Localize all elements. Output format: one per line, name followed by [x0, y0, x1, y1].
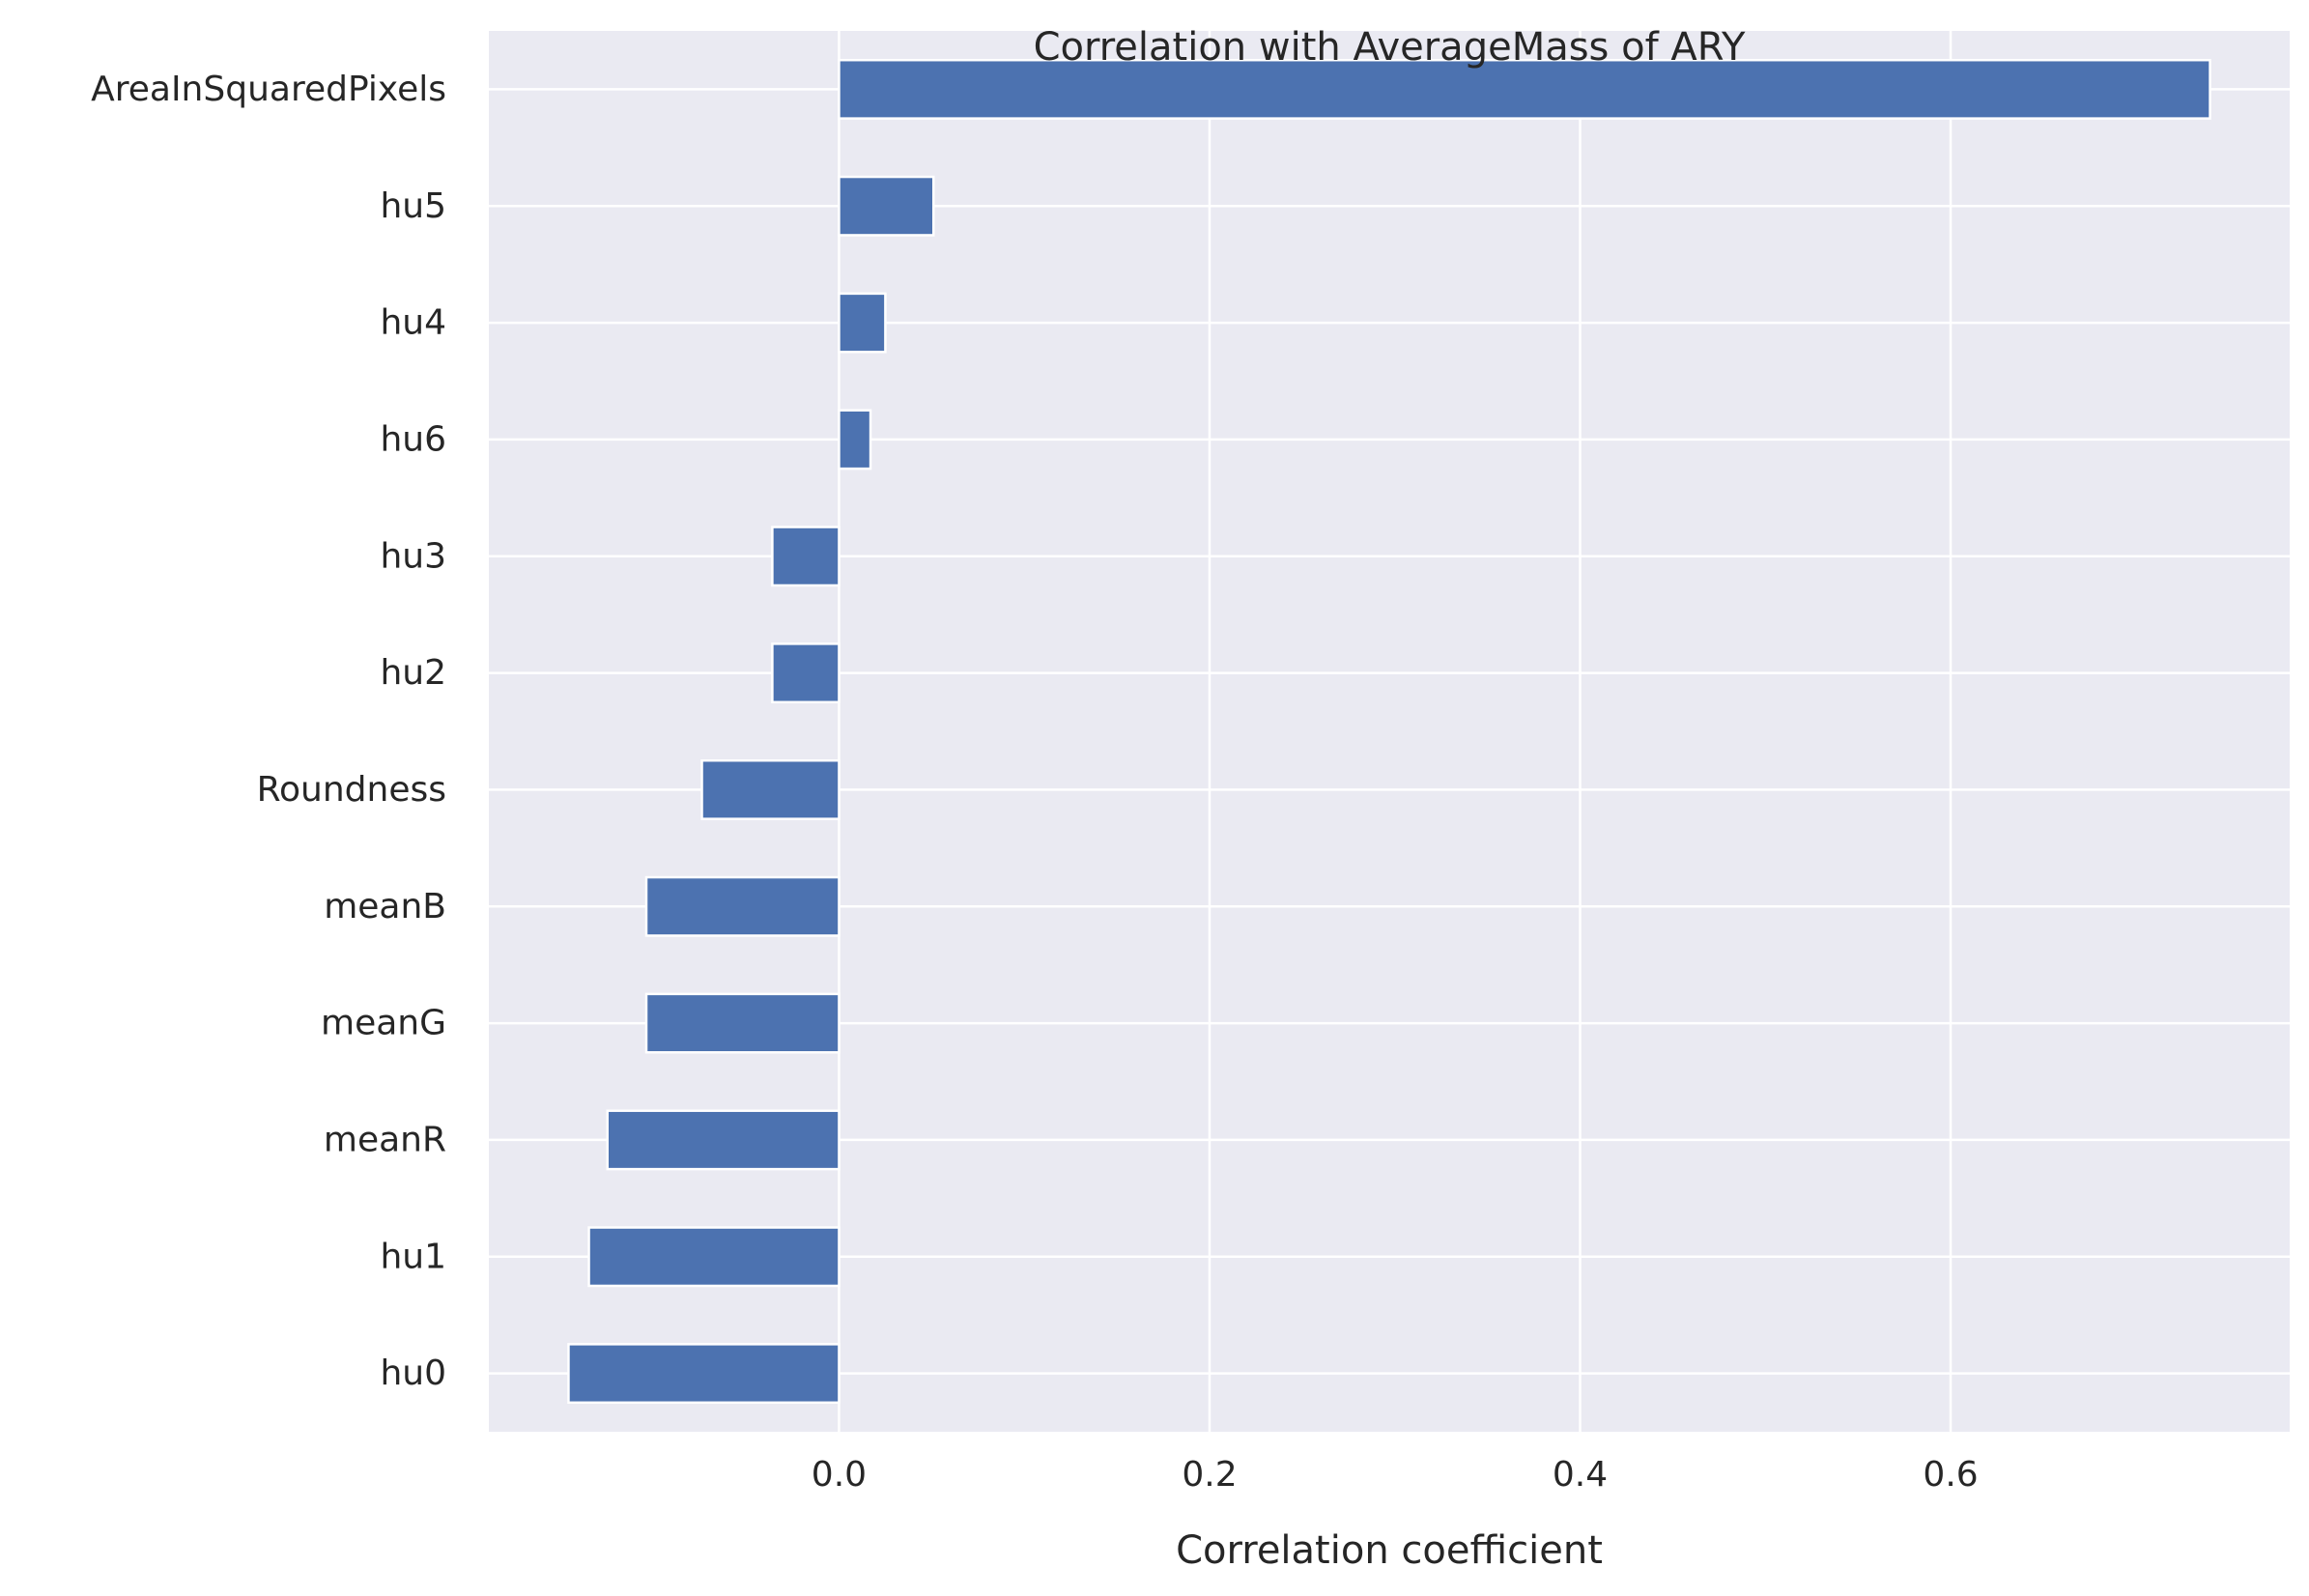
- y-tick-label: meanR: [324, 1120, 446, 1159]
- y-tick-label: Roundness: [257, 770, 446, 810]
- bar-meanB: [644, 875, 841, 937]
- bar-meanR: [606, 1109, 841, 1171]
- bar-hu3: [771, 526, 841, 587]
- x-tick-label: 0.6: [1923, 1455, 1978, 1495]
- bar-hu1: [587, 1226, 841, 1288]
- y-tick-label: hu0: [380, 1354, 446, 1393]
- bar-hu6: [838, 409, 872, 470]
- x-tick-label: 0.0: [812, 1455, 867, 1495]
- bar-Roundness: [700, 758, 841, 820]
- y-tick-label: hu3: [380, 536, 446, 576]
- y-tick-label: hu2: [380, 653, 446, 693]
- bar-meanG: [644, 992, 841, 1054]
- y-tick-label: hu1: [380, 1237, 446, 1276]
- bar-hu4: [838, 292, 887, 354]
- y-tick-label: hu4: [380, 303, 446, 343]
- x-tick-labels: 0.0 0.2 0.4 0.6: [812, 1455, 1979, 1495]
- x-tick-label: 0.4: [1553, 1455, 1608, 1495]
- bar-hu2: [771, 642, 841, 704]
- bar-hu0: [567, 1343, 841, 1405]
- chart-title: Correlation with AverageMass of ARY: [1034, 25, 1746, 70]
- bars: [567, 58, 2211, 1405]
- plot-background: [489, 31, 2290, 1432]
- y-tick-label: hu6: [380, 419, 446, 459]
- x-axis-label: Correlation coefficient: [1176, 1528, 1603, 1573]
- y-tick-label: hu5: [380, 186, 446, 226]
- y-tick-label: meanB: [324, 887, 446, 926]
- y-tick-labels: AreaInSquaredPixels hu5 hu4 hu6 hu3 hu2 Roundn…: [91, 70, 446, 1393]
- y-tick-label: meanG: [321, 1004, 446, 1043]
- y-tick-label: AreaInSquaredPixels: [91, 70, 446, 109]
- bar-AreaInSquaredPixels: [838, 58, 2211, 120]
- x-tick-label: 0.2: [1182, 1455, 1237, 1495]
- bar-hu5: [838, 175, 935, 237]
